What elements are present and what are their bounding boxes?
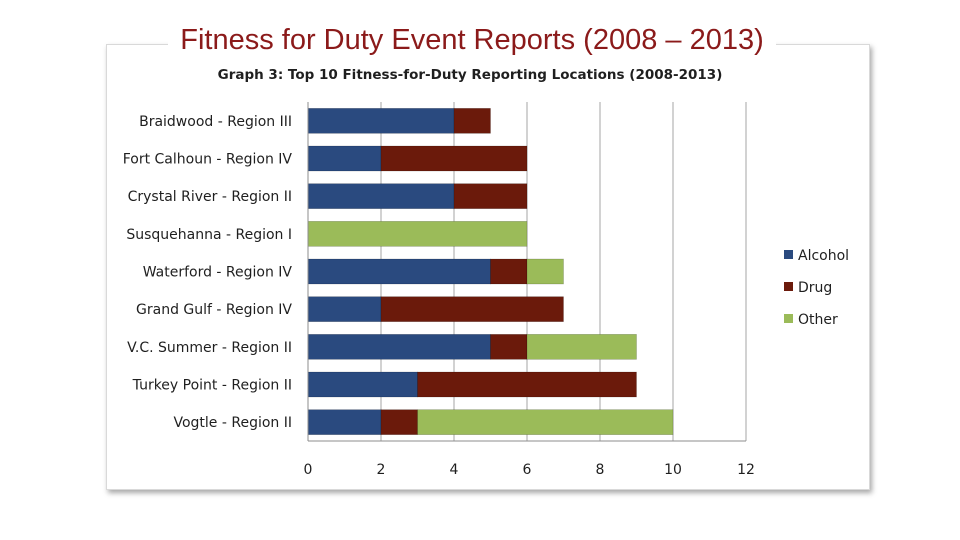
category-label: Grand Gulf - Region IV — [136, 302, 292, 318]
legend-label-drug: Drug — [798, 280, 832, 296]
legend: Alcohol Drug Other — [784, 248, 849, 328]
x-tick-label: 12 — [737, 462, 755, 478]
x-tick-label: 0 — [304, 462, 313, 478]
bar-segment-drug — [380, 296, 564, 322]
bar-segment-drug — [417, 371, 637, 398]
legend-swatch-alcohol — [784, 250, 793, 259]
category-label: Vogtle - Region II — [173, 415, 292, 431]
bar-segment-drug — [490, 334, 528, 360]
category-label: Crystal River - Region II — [128, 189, 292, 205]
bar-segment-drug — [490, 258, 528, 285]
x-tick-label: 6 — [523, 462, 532, 478]
x-tick-labels: 0 2 4 6 8 10 12 — [304, 462, 755, 478]
bar-segment-drug — [453, 108, 491, 134]
bar-segment-drug — [453, 183, 528, 209]
legend-label-other: Other — [798, 312, 838, 328]
bar-segment-alcohol — [307, 108, 455, 134]
bar-segment-other — [526, 258, 564, 285]
legend-label-alcohol: Alcohol — [798, 248, 849, 264]
slide-title: Fitness for Duty Event Reports (2008 – 2… — [168, 20, 776, 60]
bar-segment-drug — [380, 409, 418, 435]
legend-swatch-drug — [784, 282, 793, 291]
legend-swatch-other — [784, 314, 793, 323]
bar-segment-alcohol — [307, 258, 491, 285]
x-tick-label: 4 — [450, 462, 459, 478]
x-tick-label: 8 — [596, 462, 605, 478]
bar-segment-alcohol — [307, 334, 491, 360]
bar-segment-other — [526, 334, 637, 360]
bar-segment-alcohol — [307, 183, 455, 209]
category-label: Susquehanna - Region I — [126, 227, 292, 243]
category-label: Waterford - Region IV — [143, 265, 293, 281]
bar-segment-alcohol — [307, 409, 382, 435]
bar-segment-alcohol — [307, 296, 382, 322]
bars — [307, 108, 674, 435]
x-tick-label: 10 — [664, 462, 682, 478]
category-label: Fort Calhoun - Region IV — [123, 152, 293, 168]
bar-segment-other — [417, 409, 674, 435]
bar-segment-alcohol — [307, 371, 418, 398]
bar-segment-other — [307, 221, 528, 247]
category-label: Turkey Point - Region II — [132, 378, 292, 394]
bar-segment-drug — [380, 145, 528, 172]
x-tick-label: 2 — [377, 462, 386, 478]
category-labels: Braidwood - Region III Fort Calhoun - Reg… — [123, 114, 293, 431]
chart-title: Graph 3: Top 10 Fitness-for-Duty Reporti… — [218, 67, 723, 83]
category-label: V.C. Summer - Region II — [127, 340, 292, 356]
bar-segment-alcohol — [307, 145, 382, 172]
axis — [307, 102, 746, 442]
category-label: Braidwood - Region III — [139, 114, 292, 130]
